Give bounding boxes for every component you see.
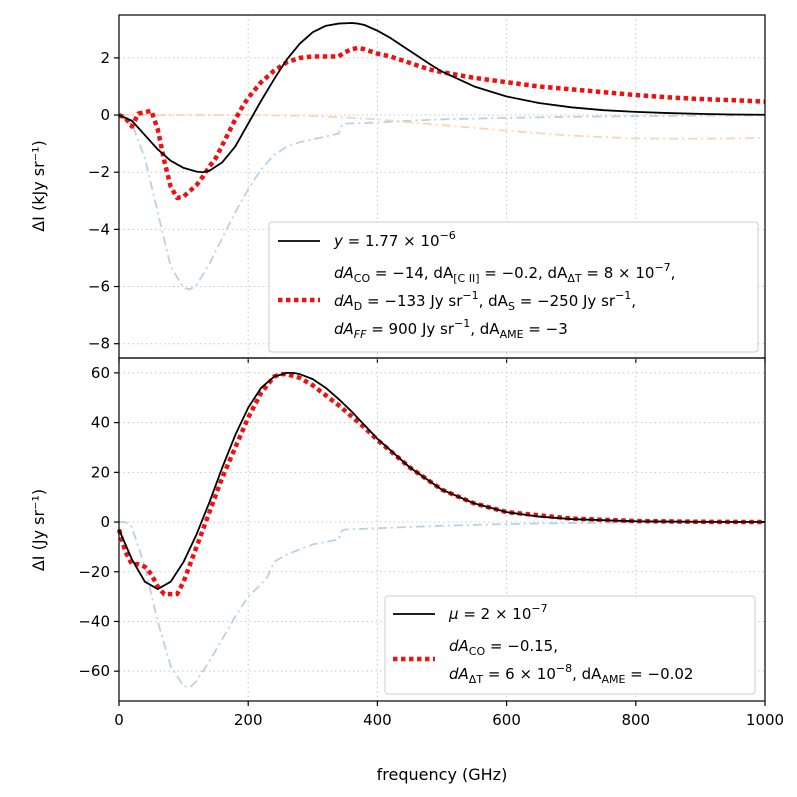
top-panel: 2 0 −2 −4 −6 −8 ΔI (kJy sr⁻¹) y = 1.77 × 10−6… [29,14,766,363]
top-series-fit-dotted-line [118,45,766,201]
top-legend-box [268,221,759,353]
top-y-axis-label: ΔI (kJy sr⁻¹) [29,140,48,232]
top-series-model-line [118,22,766,174]
xtick-label: 800 [621,711,650,729]
bottom-y-axis-label: ΔI (Jy sr⁻¹) [29,489,48,571]
bottom-ytick-label: 60 [91,364,110,382]
bottom-ytick-label: −60 [78,662,110,680]
bottom-ytick-label: 20 [91,463,110,481]
xtick-label: 0 [114,711,124,729]
top-legend-entry-fit-line1: dACO = −14, dA[C II] = −0.2, dAΔT = 8 × … [334,261,675,285]
bottom-ytick-label: −20 [78,563,110,581]
bottom-series-component-dashdot-line-2 [119,521,766,689]
top-ytick-label: −4 [88,220,110,238]
xtick-label: 200 [234,711,263,729]
top-ytick-label: −2 [88,163,110,181]
top-series-component-dashdot-line-2 [118,114,766,291]
top-series-group [118,22,766,291]
top-ytick-label: 0 [100,106,110,124]
top-legend-entry-fit-line3: dAFF = 900 Jy sr−1, dAAME = −3 [334,317,568,341]
xtick-label: 1000 [746,711,784,729]
xtick-label: 400 [363,711,392,729]
top-ytick-label: 2 [100,49,110,67]
top-grid [119,15,765,358]
xtick-label: 600 [492,711,521,729]
bottom-legend: μ = 2 × 10−7 dACO = −0.15, dAΔT = 6 × 10… [384,595,756,695]
bottom-legend-entry-mu: μ = 2 × 10−7 [448,602,548,623]
bottom-series-model-line [118,372,766,591]
x-axis-label: frequency (GHz) [377,765,508,784]
top-legend-entry-y: y = 1.77 × 10−6 [333,229,456,250]
bottom-ytick-label: 40 [91,414,110,432]
top-legend-entry-fit-line2: dAD = −133 Jy sr−1, dAS = −250 Jy sr−1, [334,289,636,313]
top-ytick-label: −6 [88,278,110,296]
bottom-grid [119,358,765,701]
top-ytick-label: −8 [88,335,110,353]
bottom-ytick-label: 0 [100,513,110,531]
bottom-ytick-label: −40 [78,612,110,630]
bottom-legend-entry-fit-line1: dACO = −0.15, [449,637,558,658]
top-series-component-dashdot-line-3 [119,114,766,140]
bottom-legend-entry-fit-line2: dAΔT = 6 × 10−8, dAAME = −0.02 [449,662,693,686]
top-legend: y = 1.77 × 10−6 dACO = −14, dA[C II] = −… [268,221,759,353]
bottom-axes-frame [118,357,766,702]
bottom-legend-box [384,595,756,695]
bottom-series-group [116,371,766,689]
